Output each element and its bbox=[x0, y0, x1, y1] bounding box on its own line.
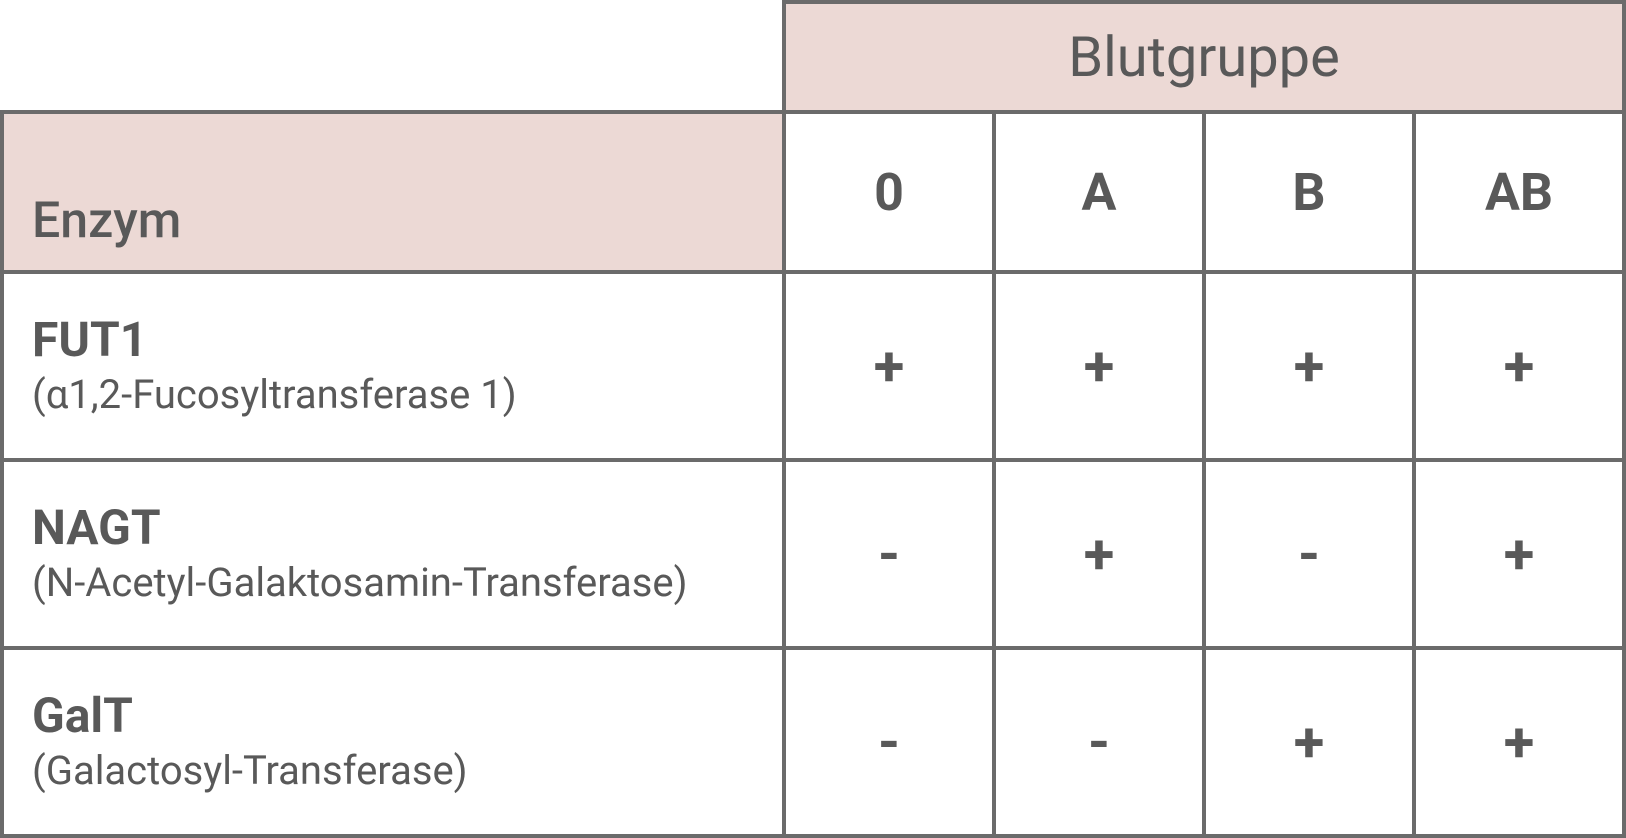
value-cell: + bbox=[1204, 272, 1414, 460]
value-cell: + bbox=[1414, 272, 1624, 460]
row-label-galt: GalT (Galactosyl-Transferase) bbox=[2, 648, 784, 836]
table-row: GalT (Galactosyl-Transferase) - - + + bbox=[2, 648, 1624, 836]
table-row: FUT1 (α1,2-Fucosyltransferase 1) + + + + bbox=[2, 272, 1624, 460]
enzyme-desc: (α1,2-Fucosyltransferase 1) bbox=[32, 369, 782, 421]
value-cell: + bbox=[994, 460, 1204, 648]
header-row-1: Blutgruppe bbox=[2, 2, 1624, 112]
row-header-label: Enzym bbox=[2, 112, 784, 272]
value-cell: + bbox=[1204, 648, 1414, 836]
col-header-a: A bbox=[994, 112, 1204, 272]
value-cell: + bbox=[994, 272, 1204, 460]
value-cell: + bbox=[784, 272, 994, 460]
data-table: Blutgruppe Enzym 0 A B AB FUT1 (α1,2-Fuc… bbox=[0, 0, 1626, 838]
enzyme-name: GalT bbox=[32, 687, 782, 745]
enzyme-desc: (N-Acetyl-Galaktosamin-Transferase) bbox=[32, 557, 782, 609]
col-header-b: B bbox=[1204, 112, 1414, 272]
enzyme-name: NAGT bbox=[32, 499, 782, 557]
enzyme-name: FUT1 bbox=[32, 311, 782, 369]
column-group-header: Blutgruppe bbox=[784, 2, 1624, 112]
value-cell: + bbox=[1414, 460, 1624, 648]
value-cell: - bbox=[784, 460, 994, 648]
header-row-2: Enzym 0 A B AB bbox=[2, 112, 1624, 272]
col-header-ab: AB bbox=[1414, 112, 1624, 272]
enzyme-blood-group-table: Blutgruppe Enzym 0 A B AB FUT1 (α1,2-Fuc… bbox=[0, 0, 1626, 834]
value-cell: - bbox=[994, 648, 1204, 836]
row-label-nagt: NAGT (N-Acetyl-Galaktosamin-Transferase) bbox=[2, 460, 784, 648]
row-label-fut1: FUT1 (α1,2-Fucosyltransferase 1) bbox=[2, 272, 784, 460]
col-header-0: 0 bbox=[784, 112, 994, 272]
value-cell: - bbox=[1204, 460, 1414, 648]
value-cell: + bbox=[1414, 648, 1624, 836]
corner-cell-top bbox=[2, 2, 784, 112]
value-cell: - bbox=[784, 648, 994, 836]
table-row: NAGT (N-Acetyl-Galaktosamin-Transferase)… bbox=[2, 460, 1624, 648]
enzyme-desc: (Galactosyl-Transferase) bbox=[32, 745, 782, 797]
